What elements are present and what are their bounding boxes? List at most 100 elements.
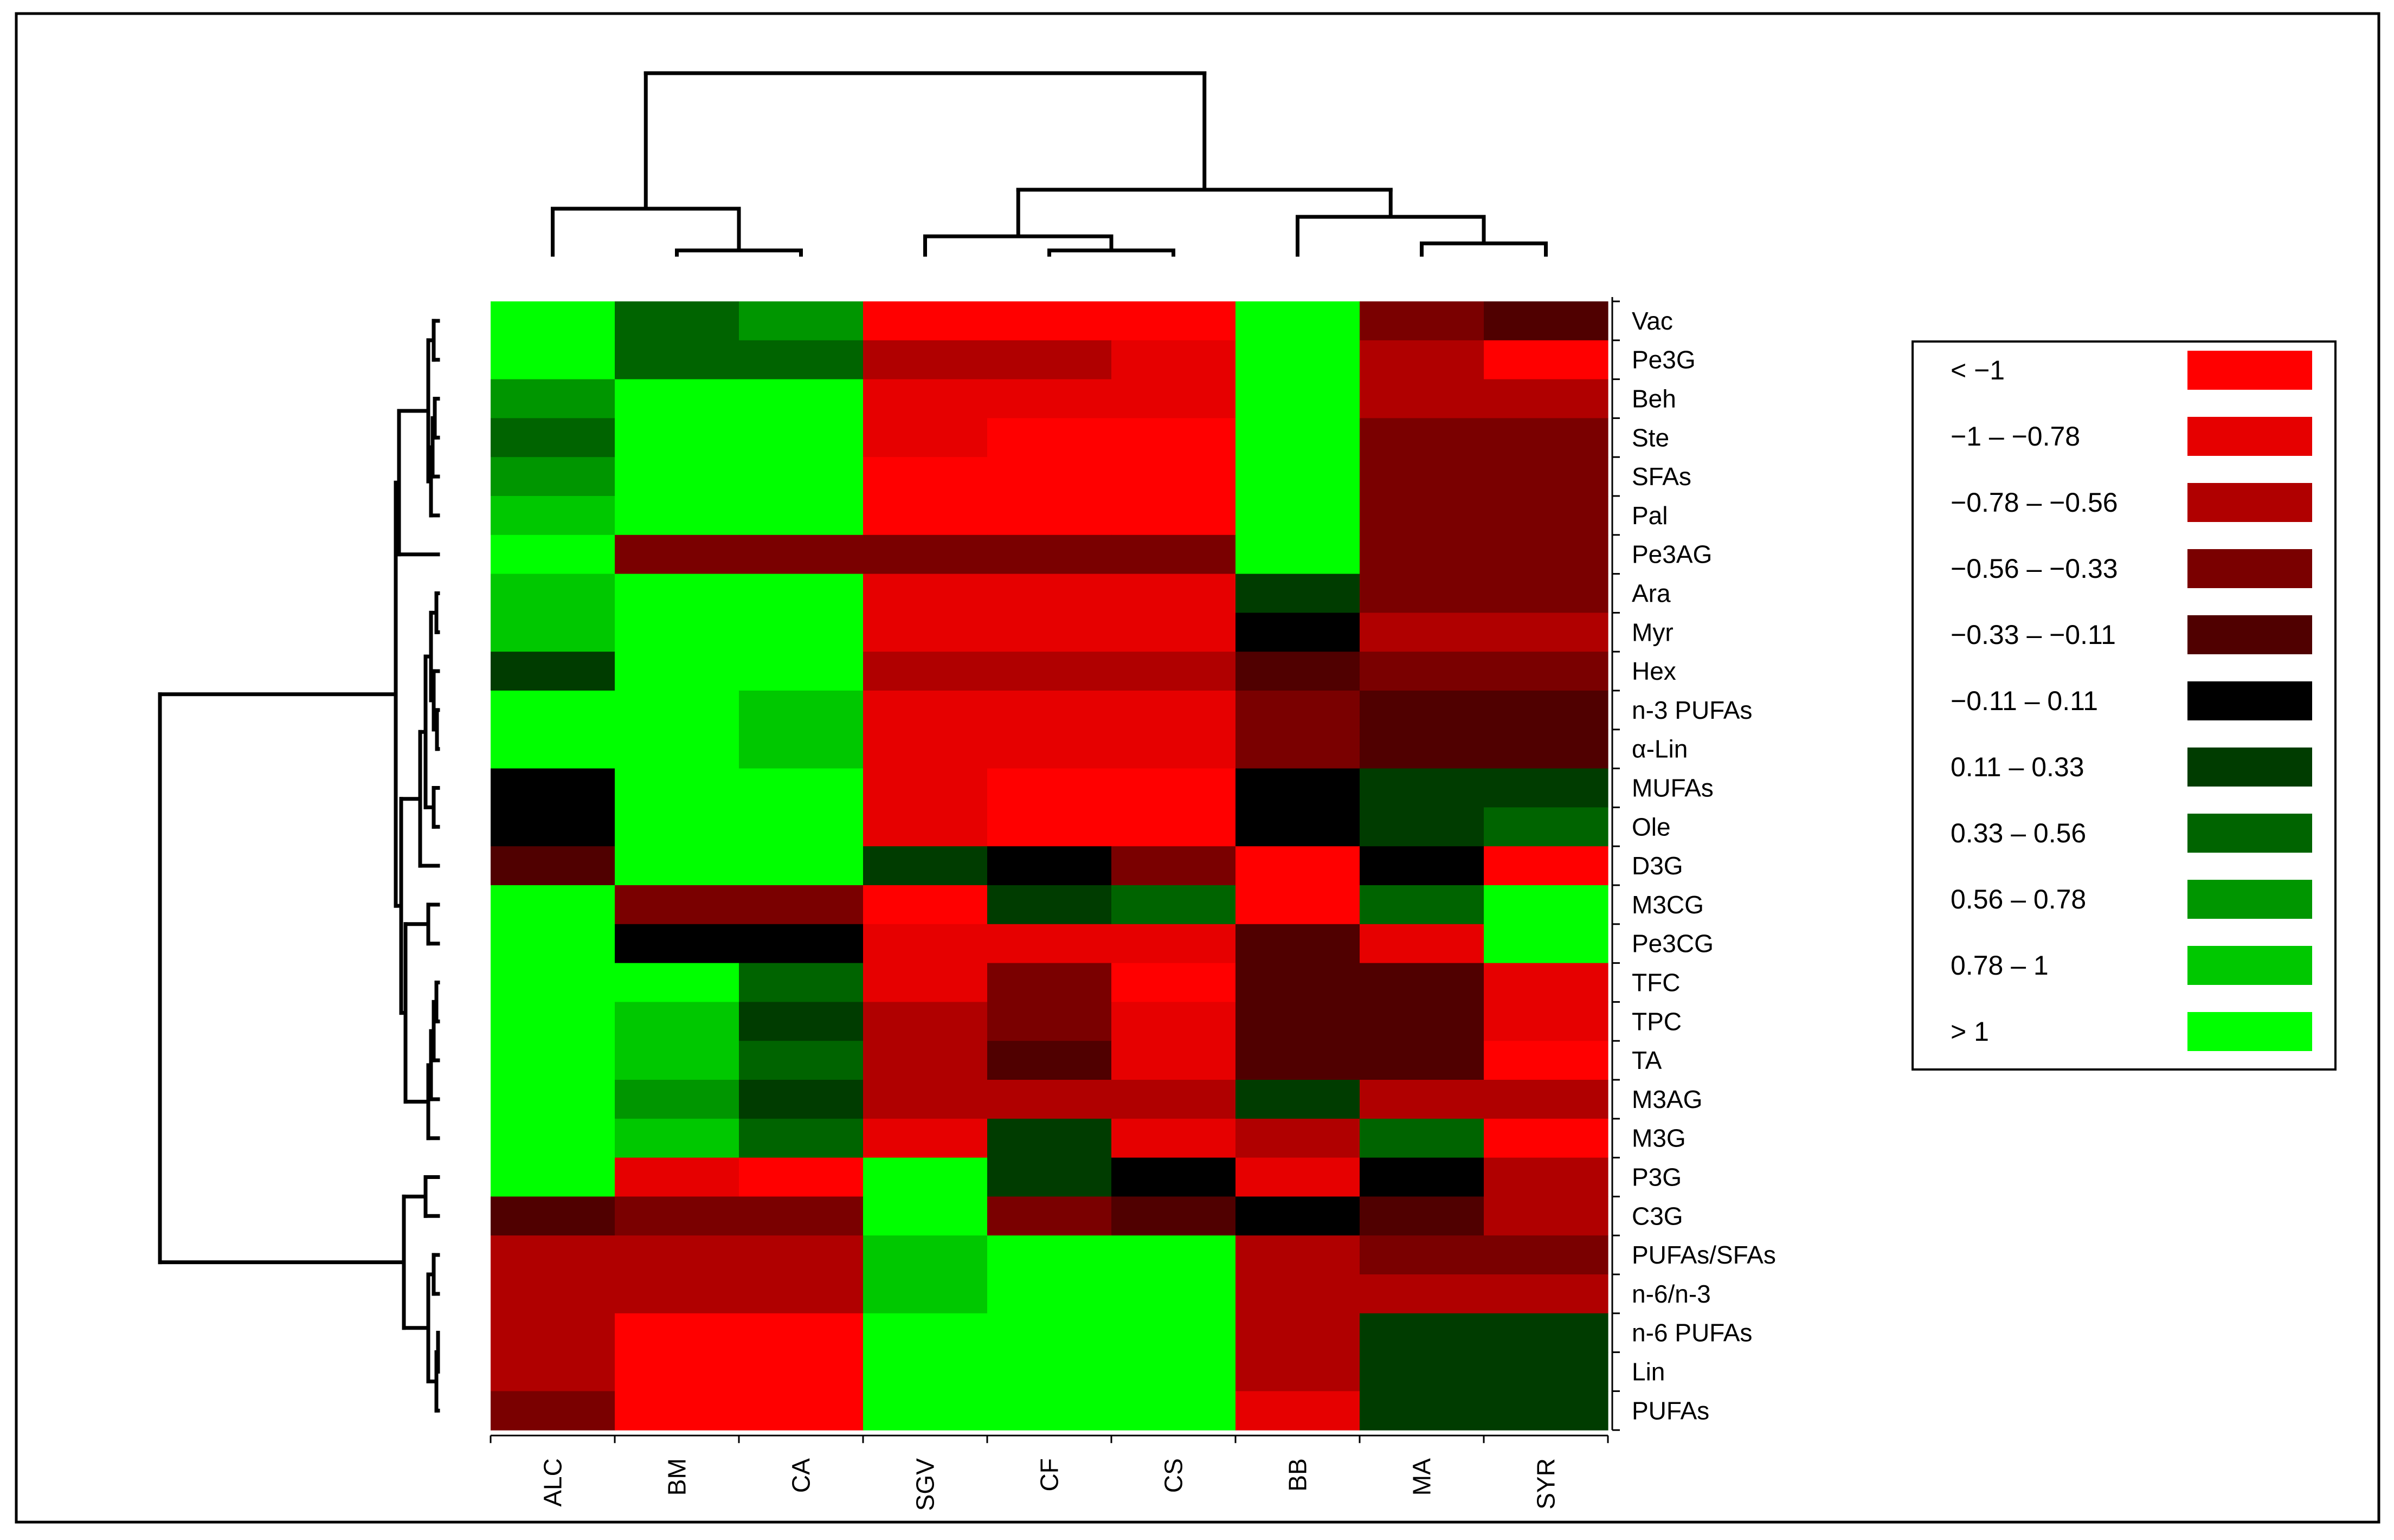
heatmap-cell-Lin-CF [987, 729, 1112, 769]
heatmap-cell-SFAs-SGV [863, 457, 988, 497]
row-label: Vac [1632, 307, 1673, 335]
legend-swatch [2187, 549, 2312, 588]
heatmap-cell-n3PUFAs-CS [1111, 691, 1236, 730]
heatmap-cell-P3G-SGV [863, 1157, 988, 1197]
heatmap-cell-Pe3CG-BM [615, 924, 739, 964]
heatmap-cell-PUFAs-CA [739, 1391, 864, 1431]
legend-swatch [2187, 814, 2312, 853]
heatmap-cell-PUFAsSFAs-CA [739, 1235, 864, 1275]
heatmap-cell-Lin-CA [739, 729, 864, 769]
heatmap-cell-Myr-CA [739, 613, 864, 652]
heatmap-cell-PUFAsSFAs-BM [615, 1235, 739, 1275]
heatmap-cell-PUFAsSFAs-CF [987, 1235, 1112, 1275]
heatmap-cell-SFAs-BB [1235, 457, 1360, 497]
heatmap-cell-M3G-ALC [491, 1118, 615, 1158]
heatmap-cell-M3G-CS [1111, 1118, 1236, 1158]
heatmap-cell-Ste-SGV [863, 418, 988, 458]
heatmap-cell-P3G-BM [615, 1157, 739, 1197]
heatmap-cell-MUFAs-SGV [863, 768, 988, 808]
heatmap-cell-PUFAs-SGV [863, 1391, 988, 1431]
legend-label: −0.11 – 0.11 [1951, 686, 2098, 716]
heatmap-cell-M3G-MA [1360, 1118, 1484, 1158]
heatmap-cell-Vac-CS [1111, 301, 1236, 341]
column-label: SYR [1532, 1458, 1560, 1510]
heatmap-cell-Pe3CG-BB [1235, 924, 1360, 964]
heatmap-cell-M3AG-SGV [863, 1080, 988, 1119]
heatmap-cell-n3PUFAs-CF [987, 691, 1112, 730]
heatmap-cell-Pe3AG-CF [987, 534, 1112, 575]
row-label: M3AG [1632, 1085, 1702, 1113]
column-label: MA [1408, 1458, 1436, 1496]
heatmap-cell-Ste-SYR [1484, 418, 1608, 458]
heatmap-cell-Lin-ALC [491, 729, 615, 769]
row-label: Hex [1632, 657, 1676, 685]
heatmap-cell-Ole-CS [1111, 807, 1236, 847]
legend-swatch [2187, 615, 2312, 654]
row-label: TA [1632, 1046, 1662, 1074]
heatmap-cell-Ole-CA [739, 807, 864, 847]
heatmap-cell-M3AG-SYR [1484, 1080, 1608, 1119]
heatmap-cell-C3G-CF [987, 1196, 1112, 1236]
row-label: Ara [1632, 579, 1671, 608]
heatmap-cell-C3G-ALC [491, 1196, 615, 1236]
heatmap-cell-n6n3-CA [739, 1274, 864, 1314]
heatmap-cell-TA-ALC [491, 1041, 615, 1080]
heatmap-cell-PUFAsSFAs-MA [1360, 1235, 1484, 1275]
heatmap-cell-Myr-SGV [863, 613, 988, 652]
heatmap-cell-Pe3CG-SYR [1484, 924, 1608, 964]
heatmap-cell-D3G-SYR [1484, 846, 1608, 886]
heatmap-cell-Lin-CF [987, 1352, 1112, 1391]
heatmap-cell-Pal-CS [1111, 496, 1236, 536]
legend-swatch [2187, 681, 2312, 720]
heatmap-cell-Hex-BB [1235, 652, 1360, 691]
heatmap-cell-TFC-BB [1235, 963, 1360, 1002]
row-label: Beh [1632, 385, 1676, 413]
heatmap-cell-PUFAs-BM [615, 1391, 739, 1431]
row-label: Ste [1632, 423, 1669, 452]
heatmap-cell-Pe3CG-CS [1111, 924, 1236, 964]
heatmap-cell-Ole-CF [987, 807, 1112, 847]
heatmap-cell-Beh-CA [739, 379, 864, 418]
heatmap-cell-SFAs-MA [1360, 457, 1484, 497]
legend-label: −0.78 – −0.56 [1951, 487, 2118, 518]
column-dendrogram [551, 71, 1548, 257]
heatmap-cell-Pal-MA [1360, 496, 1484, 536]
heatmap-cell-Myr-ALC [491, 613, 615, 652]
heatmap-cell-n6n3-SYR [1484, 1274, 1608, 1314]
heatmap-cell-Ste-CF [987, 418, 1112, 458]
legend-label: 0.33 – 0.56 [1951, 818, 2086, 848]
heatmap-cell-n6n3-SGV [863, 1274, 988, 1314]
heatmap-cell-TA-MA [1360, 1041, 1484, 1080]
heatmap-cell-M3G-SGV [863, 1118, 988, 1158]
heatmap-cell-Pe3AG-CA [739, 534, 864, 575]
heatmap-cell-M3CG-BM [615, 885, 739, 925]
heatmap-cell-n3PUFAs-CA [739, 691, 864, 730]
heatmap-cell-Ole-BM [615, 807, 739, 847]
legend-label: 0.11 – 0.33 [1951, 752, 2084, 782]
heatmap-cell-n6PUFAs-SYR [1484, 1313, 1608, 1353]
row-label: P3G [1632, 1163, 1682, 1191]
heatmap-cell-n6n3-CS [1111, 1274, 1236, 1314]
heatmap-cell-Vac-SYR [1484, 301, 1608, 341]
heatmap-cell-TPC-BM [615, 1002, 739, 1041]
heatmap-cell-Myr-BM [615, 613, 739, 652]
heatmap-cell-Vac-CF [987, 301, 1112, 341]
heatmap-cell-Lin-ALC [491, 1352, 615, 1391]
row-label: Pe3AG [1632, 540, 1712, 569]
heatmap-cell-M3CG-SYR [1484, 885, 1608, 925]
heatmap-cell-Ste-CA [739, 418, 864, 458]
heatmap-cell-MUFAs-ALC [491, 768, 615, 808]
heatmap-cell-n6PUFAs-CF [987, 1313, 1112, 1353]
column-label: BM [663, 1458, 691, 1496]
heatmap-cell-Lin-BB [1235, 729, 1360, 769]
legend-label: 0.78 – 1 [1951, 950, 2049, 981]
row-label: M3CG [1632, 891, 1704, 919]
heatmap-cell-Myr-BB [1235, 613, 1360, 652]
heatmap-cell-Hex-MA [1360, 652, 1484, 691]
heatmap-cell-M3G-CA [739, 1118, 864, 1158]
heatmap-cell-n3PUFAs-SYR [1484, 691, 1608, 730]
legend-label: < −1 [1951, 355, 2005, 385]
heatmap-cell-P3G-CA [739, 1157, 864, 1197]
row-label: MUFAs [1632, 774, 1714, 802]
heatmap-cell-M3CG-ALC [491, 885, 615, 925]
